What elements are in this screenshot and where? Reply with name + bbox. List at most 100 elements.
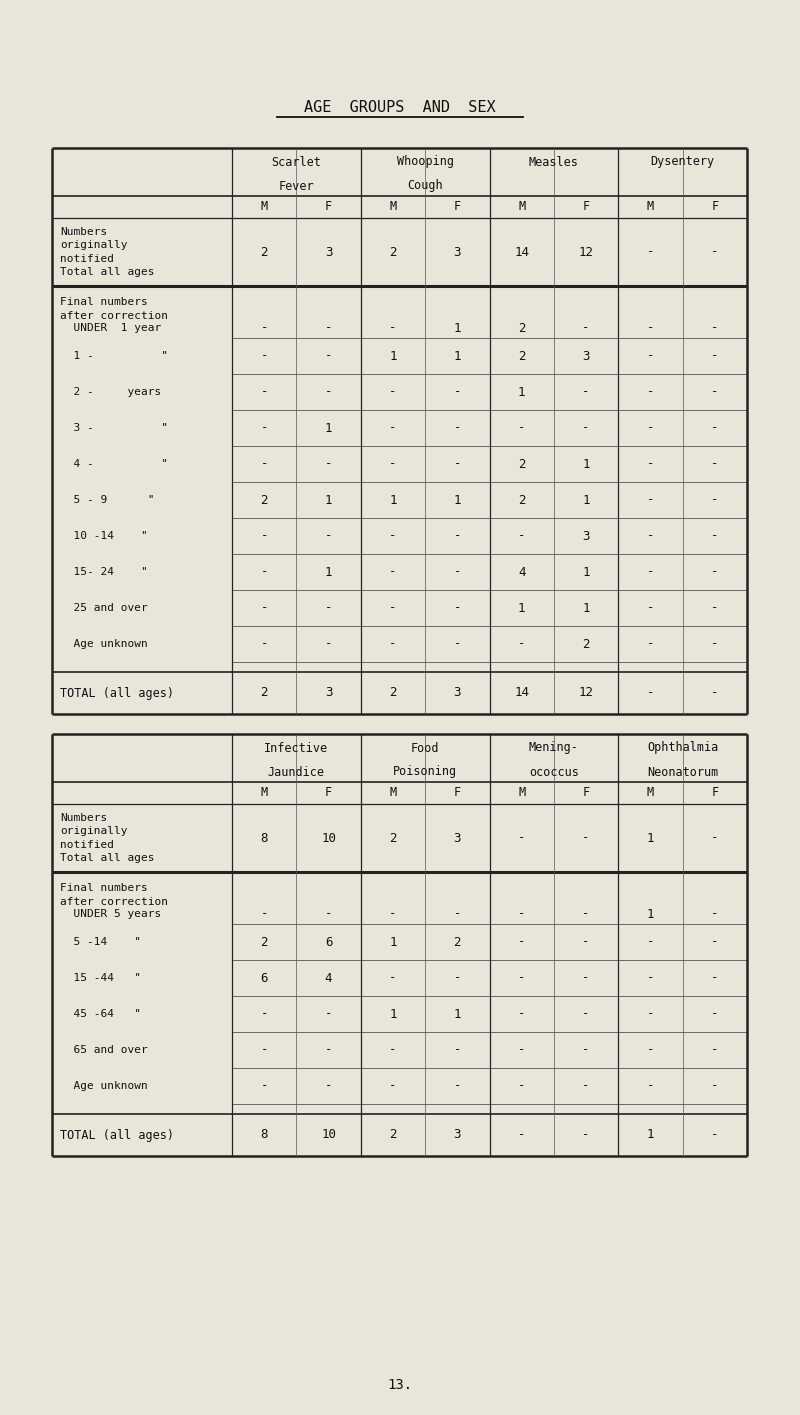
Text: M: M: [261, 201, 268, 214]
Text: 5 - 9      ": 5 - 9 ": [60, 495, 154, 505]
Text: 2: 2: [518, 494, 526, 507]
Text: Mening-: Mening-: [529, 741, 579, 754]
Text: F: F: [454, 201, 461, 214]
Text: -: -: [261, 1007, 268, 1020]
Text: 1 -          ": 1 - ": [60, 351, 168, 361]
Text: -: -: [646, 385, 654, 399]
Text: 5 -14    ": 5 -14 ": [60, 937, 141, 947]
Text: 3: 3: [454, 832, 461, 845]
Text: 1: 1: [389, 1007, 397, 1020]
Text: -: -: [261, 1080, 268, 1092]
Text: 3: 3: [582, 350, 590, 362]
Text: -: -: [711, 321, 718, 334]
Text: -: -: [711, 566, 718, 579]
Text: Final numbers: Final numbers: [60, 883, 148, 893]
Text: 4: 4: [518, 566, 526, 579]
Text: -: -: [646, 321, 654, 334]
Text: -: -: [711, 457, 718, 471]
Text: TOTAL (all ages): TOTAL (all ages): [60, 1129, 174, 1142]
Text: 10: 10: [321, 832, 336, 845]
Text: -: -: [582, 1007, 590, 1020]
Text: -: -: [711, 1043, 718, 1057]
Text: -: -: [646, 422, 654, 434]
Text: -: -: [711, 1129, 718, 1142]
Text: -: -: [325, 1043, 332, 1057]
Text: -: -: [454, 972, 461, 985]
Text: Food: Food: [411, 741, 439, 754]
Text: -: -: [711, 832, 718, 845]
Text: 10 -14    ": 10 -14 ": [60, 531, 148, 541]
Text: -: -: [325, 638, 332, 651]
Text: -: -: [261, 385, 268, 399]
Text: -: -: [261, 601, 268, 614]
Text: Numbers
originally
notified
Total all ages: Numbers originally notified Total all ag…: [60, 812, 154, 863]
Text: 3: 3: [454, 686, 461, 699]
Text: 2: 2: [261, 245, 268, 259]
Text: -: -: [711, 1007, 718, 1020]
Text: -: -: [646, 1043, 654, 1057]
Text: 6: 6: [325, 935, 332, 948]
Text: -: -: [711, 601, 718, 614]
Text: -: -: [711, 907, 718, 921]
Text: 10: 10: [321, 1129, 336, 1142]
Text: -: -: [711, 494, 718, 507]
Text: -: -: [646, 935, 654, 948]
Text: -: -: [261, 422, 268, 434]
Text: -: -: [389, 972, 397, 985]
Text: -: -: [325, 385, 332, 399]
Text: M: M: [518, 787, 526, 799]
Text: -: -: [646, 1007, 654, 1020]
Text: -: -: [518, 1129, 526, 1142]
Text: 45 -64   ": 45 -64 ": [60, 1009, 141, 1019]
Text: -: -: [325, 1080, 332, 1092]
Text: M: M: [647, 201, 654, 214]
Text: Cough: Cough: [407, 180, 443, 192]
Text: -: -: [454, 1043, 461, 1057]
Text: 1: 1: [454, 1007, 461, 1020]
Text: -: -: [454, 601, 461, 614]
Text: F: F: [711, 201, 718, 214]
Text: -: -: [711, 245, 718, 259]
Text: -: -: [711, 529, 718, 542]
Text: -: -: [389, 1080, 397, 1092]
Text: 1: 1: [646, 907, 654, 921]
Text: 13.: 13.: [387, 1378, 413, 1392]
Text: 1: 1: [582, 494, 590, 507]
Text: 1: 1: [325, 494, 332, 507]
Text: ococcus: ococcus: [529, 766, 579, 778]
Text: -: -: [518, 1007, 526, 1020]
Text: -: -: [325, 350, 332, 362]
Text: -: -: [518, 1080, 526, 1092]
Text: -: -: [261, 907, 268, 921]
Text: -: -: [582, 385, 590, 399]
Text: -: -: [518, 529, 526, 542]
Text: 1: 1: [582, 457, 590, 471]
Text: -: -: [518, 832, 526, 845]
Text: 1: 1: [325, 422, 332, 434]
Text: M: M: [261, 787, 268, 799]
Text: -: -: [582, 422, 590, 434]
Text: Fever: Fever: [278, 180, 314, 192]
Text: -: -: [711, 385, 718, 399]
Text: F: F: [325, 201, 332, 214]
Text: -: -: [389, 457, 397, 471]
Text: -: -: [389, 566, 397, 579]
Text: -: -: [454, 529, 461, 542]
Text: F: F: [582, 787, 590, 799]
Text: 25 and over: 25 and over: [60, 603, 148, 613]
Text: Poisoning: Poisoning: [393, 766, 457, 778]
Text: M: M: [518, 201, 526, 214]
Text: -: -: [582, 907, 590, 921]
Text: -: -: [646, 972, 654, 985]
Text: -: -: [261, 1043, 268, 1057]
Text: -: -: [389, 1043, 397, 1057]
Text: -: -: [261, 457, 268, 471]
Text: after correction: after correction: [60, 311, 168, 321]
Text: -: -: [325, 457, 332, 471]
Text: 2 -     years: 2 - years: [60, 386, 162, 398]
Text: 2: 2: [261, 686, 268, 699]
Text: -: -: [261, 321, 268, 334]
Text: -: -: [646, 601, 654, 614]
Text: 3: 3: [325, 245, 332, 259]
Text: -: -: [389, 422, 397, 434]
